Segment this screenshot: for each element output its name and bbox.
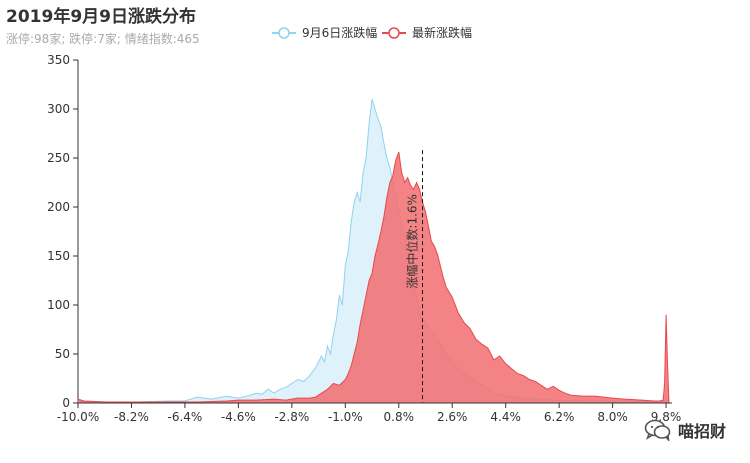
x-tick-label: -8.2% xyxy=(114,410,149,424)
legend-swatch-marker xyxy=(388,27,400,39)
series-layer xyxy=(77,99,670,404)
y-tick-label: 50 xyxy=(55,347,70,361)
x-tick-label: 2.6% xyxy=(437,410,468,424)
watermark-text: 喵招财 xyxy=(678,422,727,441)
y-axis: 0 50 100 150 200 250 300 350 xyxy=(47,53,79,410)
legend-label: 最新涨跌幅 xyxy=(412,25,472,40)
watermark: 喵招财 xyxy=(644,418,726,442)
median-marker: 涨幅中位数:1.6% xyxy=(405,150,424,403)
chart-title: 2019年9月9日涨跌分布 xyxy=(6,7,196,27)
legend[interactable]: 9月6日涨跌幅 最新涨跌幅 xyxy=(272,25,472,40)
legend-label: 9月6日涨跌幅 xyxy=(302,25,377,40)
x-axis: -10.0% -8.2% -6.4% -4.6% -2.8% -1.0% 0.8% 2.6% 4… xyxy=(57,402,681,424)
legend-swatch-marker xyxy=(278,27,290,39)
y-tick-label: 150 xyxy=(47,249,70,263)
x-tick-label: 6.2% xyxy=(544,410,575,424)
series-line-1 xyxy=(77,151,670,404)
median-label: 涨幅中位数:1.6% xyxy=(405,194,420,289)
y-tick-label: 300 xyxy=(47,102,70,116)
x-tick-label: -10.0% xyxy=(57,410,99,424)
series-area-0 xyxy=(78,99,669,403)
y-tick-label: 100 xyxy=(47,298,70,312)
y-tick-label: 250 xyxy=(47,151,70,165)
x-tick-label: 0.8% xyxy=(384,410,415,424)
x-tick-label: -1.0% xyxy=(328,410,363,424)
x-tick-label: -2.8% xyxy=(274,410,309,424)
x-tick-label: -4.6% xyxy=(221,410,256,424)
series-area-1 xyxy=(78,152,669,403)
legend-item-1[interactable]: 最新涨跌幅 xyxy=(382,25,472,40)
y-tick-label: 200 xyxy=(47,200,70,214)
wechat-icon xyxy=(644,419,671,441)
x-tick-label: 4.4% xyxy=(490,410,521,424)
y-tick-label: 0 xyxy=(62,396,70,410)
x-tick-label: 8.0% xyxy=(597,410,628,424)
chart-subtitle: 涨停:98家; 跌停:7家; 情绪指数:465 xyxy=(6,32,200,46)
legend-item-0[interactable]: 9月6日涨跌幅 xyxy=(272,25,377,40)
y-tick-label: 350 xyxy=(47,53,70,67)
x-tick-label: -6.4% xyxy=(168,410,203,424)
